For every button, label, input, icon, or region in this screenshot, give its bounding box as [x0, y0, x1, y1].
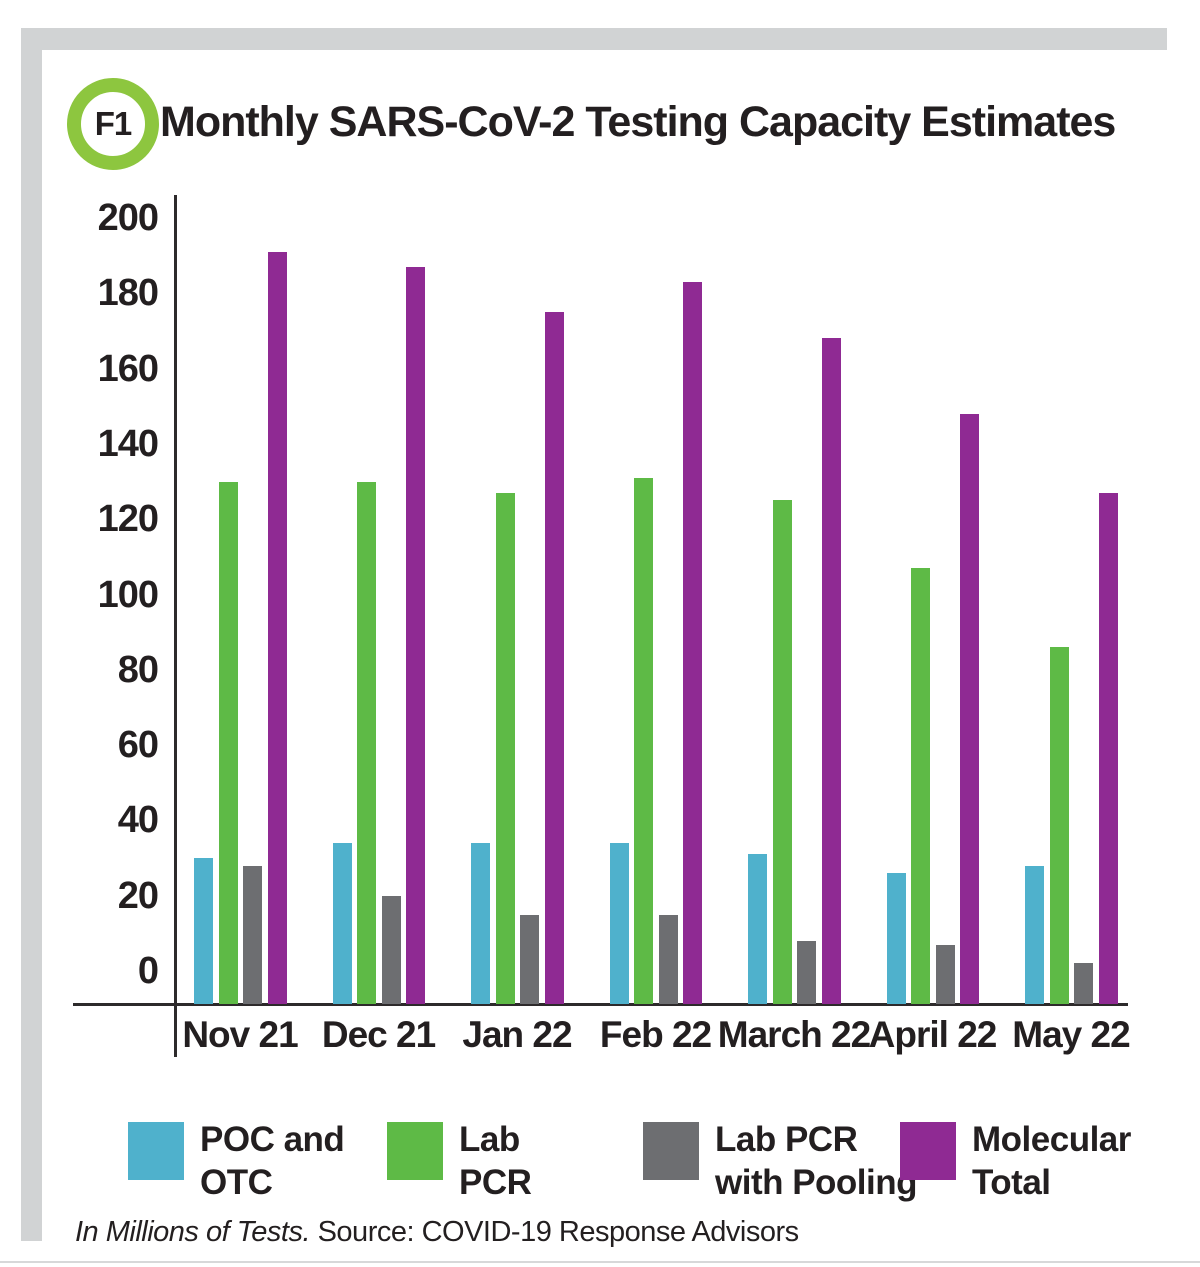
bar-lab-pcr-nov-21 — [218, 481, 238, 1004]
bar-lab-pcr-with-pooling-feb-22 — [658, 914, 678, 1004]
bar-poc-and-otc-nov-21 — [194, 858, 213, 1004]
y-tick-label: 60 — [117, 724, 159, 767]
bar-lab-pcr-with-pooling-dec-21 — [381, 895, 401, 1004]
frame-top-bar — [21, 28, 1167, 50]
bar-lab-pcr-march-22 — [772, 500, 792, 1004]
bar-lab-pcr-jan-22 — [495, 492, 515, 1004]
bar-poc-and-otc-april-22 — [886, 873, 906, 1004]
legend-label: Lab PCR — [459, 1120, 532, 1202]
y-tick-label: 80 — [117, 648, 159, 691]
bar-molecular-total-nov-21 — [267, 251, 287, 1004]
bar-molecular-total-jan-22 — [544, 312, 564, 1004]
figure-badge: F1 — [67, 78, 159, 170]
x-axis-label: March 22 — [717, 1014, 871, 1055]
footnote-source: Source: COVID-19 Response Advisors — [310, 1216, 800, 1248]
bar-lab-pcr-dec-21 — [357, 481, 376, 1004]
y-tick-label: 200 — [97, 197, 159, 239]
legend-swatch — [128, 1122, 184, 1180]
bar-poc-and-otc-dec-21 — [332, 842, 352, 1004]
bar-poc-and-otc-feb-22 — [609, 842, 629, 1004]
x-axis-label: Nov 21 — [182, 1014, 298, 1055]
bar-lab-pcr-feb-22 — [634, 477, 653, 1004]
bar-poc-and-otc-jan-22 — [471, 842, 490, 1004]
x-axis-label: Jan 22 — [462, 1014, 572, 1055]
y-tick-label: 180 — [97, 272, 159, 315]
legend-swatch — [387, 1122, 443, 1180]
bar-molecular-total-march-22 — [821, 338, 841, 1004]
x-axis-label: May 22 — [1012, 1014, 1130, 1055]
x-axis-label: April 22 — [868, 1014, 998, 1055]
legend-label: POC and OTC — [200, 1120, 345, 1202]
y-tick-label: 20 — [117, 874, 159, 917]
footnote-unit: In Millions of Tests. — [75, 1216, 311, 1248]
bar-molecular-total-may-22 — [1098, 492, 1118, 1004]
bottom-rule — [0, 1261, 1200, 1263]
x-axis-label: Feb 22 — [599, 1014, 712, 1055]
x-axis-line — [73, 1003, 1128, 1006]
legend-swatch — [900, 1122, 956, 1180]
bar-lab-pcr-with-pooling-nov-21 — [243, 865, 262, 1004]
footnote: In Millions of Tests. Source: COVID-19 R… — [75, 1216, 799, 1249]
bar-lab-pcr-with-pooling-jan-22 — [520, 914, 539, 1004]
y-tick-label: 0 — [137, 950, 159, 992]
bar-molecular-total-dec-21 — [406, 266, 425, 1004]
legend-label: Lab PCR with Pooling — [715, 1120, 918, 1202]
legend-label: Molecular Total — [972, 1120, 1131, 1202]
bar-molecular-total-april-22 — [960, 413, 979, 1004]
x-axis-label: Dec 21 — [321, 1014, 436, 1055]
bar-poc-and-otc-may-22 — [1025, 865, 1044, 1004]
legend-swatch — [643, 1122, 699, 1180]
bar-poc-and-otc-march-22 — [748, 854, 767, 1004]
bar-lab-pcr-may-22 — [1049, 647, 1069, 1004]
y-tick-label: 140 — [97, 422, 159, 465]
bar-lab-pcr-with-pooling-may-22 — [1074, 963, 1093, 1004]
bar-lab-pcr-april-22 — [911, 568, 930, 1004]
frame-left-bar — [21, 28, 42, 1241]
bar-lab-pcr-with-pooling-april-22 — [935, 944, 955, 1004]
y-tick-label: 160 — [97, 347, 159, 390]
y-tick-label: 100 — [97, 573, 159, 616]
bar-lab-pcr-with-pooling-march-22 — [797, 940, 816, 1004]
y-axis-line — [174, 195, 177, 1057]
y-tick-label: 120 — [97, 498, 159, 541]
figure-badge-label: F1 — [94, 105, 133, 142]
bar-molecular-total-feb-22 — [683, 282, 702, 1004]
figure-title: Monthly SARS-CoV-2 Testing Capacity Esti… — [160, 98, 1116, 146]
y-tick-label: 40 — [117, 799, 159, 842]
